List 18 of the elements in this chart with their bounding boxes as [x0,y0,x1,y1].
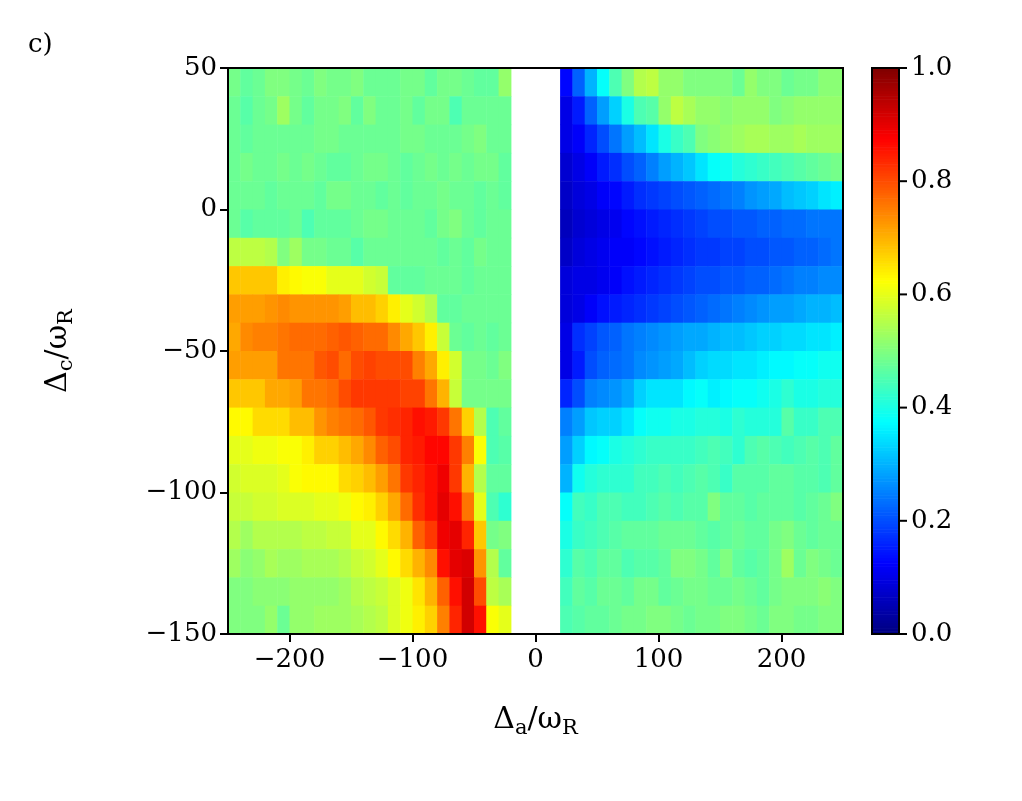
x-tick-label: 200 [756,643,807,674]
y-tick-label: 0 [200,192,217,223]
text: c) [28,27,53,58]
color-bar-label: 0.8 [911,163,953,194]
y-tick-label: −50 [162,333,217,364]
x-tick-label: −100 [376,643,449,674]
y-tick-label: −100 [145,475,217,506]
color-bar-label: 0.2 [911,503,953,534]
color-bar-label: 0.4 [911,390,953,421]
y-tick-label: 50 [183,50,217,81]
y-tick-label: −150 [145,616,217,647]
color-bar-label: 1.0 [911,50,953,81]
color-bar-label: 0.0 [911,616,953,647]
y-axis-title: Δc/ωR [37,307,78,393]
x-tick-label: −200 [253,643,326,674]
x-tick-label: 0 [527,643,544,674]
x-tick-label: 100 [633,643,684,674]
color-bar-label: 0.6 [911,277,953,308]
